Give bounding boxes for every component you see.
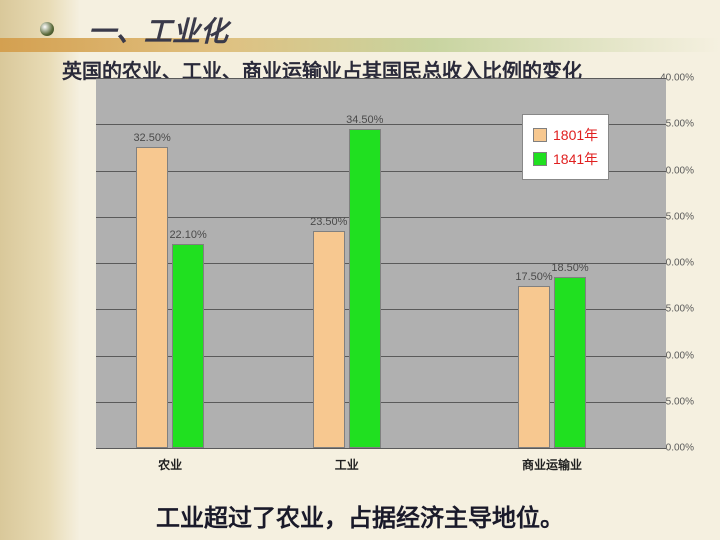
legend: 1801年 1841年 <box>522 114 609 180</box>
x-tick-label: 工业 <box>335 456 359 473</box>
gridline <box>96 78 666 79</box>
bar-1801年-农业 <box>136 147 168 448</box>
gridline <box>96 217 666 218</box>
legend-swatch-icon <box>533 152 547 166</box>
x-tick-label: 农业 <box>158 456 182 473</box>
legend-label: 1801年 <box>553 125 598 145</box>
bar-1841年-农业 <box>172 244 204 448</box>
bar-1841年-工业 <box>349 129 381 448</box>
legend-row: 1841年 <box>533 149 598 169</box>
gridline <box>96 448 666 449</box>
slide-content: 一、工业化 英国的农业、工业、商业运输业占其国民总收入比例的变化 0.00%5.… <box>0 0 720 540</box>
bar-value-label: 22.10% <box>169 229 206 241</box>
title-bullet-icon <box>40 22 54 36</box>
bar-value-label: 34.50% <box>346 114 383 126</box>
bar-value-label: 17.50% <box>515 271 552 283</box>
footer-text: 工业超过了农业，占据经济主导地位。 <box>0 498 720 533</box>
chart-container: 0.00%5.00%10.00%15.00%20.00%25.00%30.00%… <box>54 78 694 476</box>
bar-value-label: 32.50% <box>133 132 170 144</box>
legend-swatch-icon <box>533 128 547 142</box>
slide-title: 一、工业化 <box>88 10 228 50</box>
bar-value-label: 18.50% <box>551 262 588 274</box>
x-tick-label: 商业运输业 <box>522 456 582 473</box>
bar-value-label: 23.50% <box>310 216 347 228</box>
legend-row: 1801年 <box>533 125 598 145</box>
bar-1841年-商业运输业 <box>554 277 586 448</box>
bar-1801年-商业运输业 <box>518 286 550 448</box>
legend-label: 1841年 <box>553 149 598 169</box>
bar-1801年-工业 <box>313 231 345 448</box>
